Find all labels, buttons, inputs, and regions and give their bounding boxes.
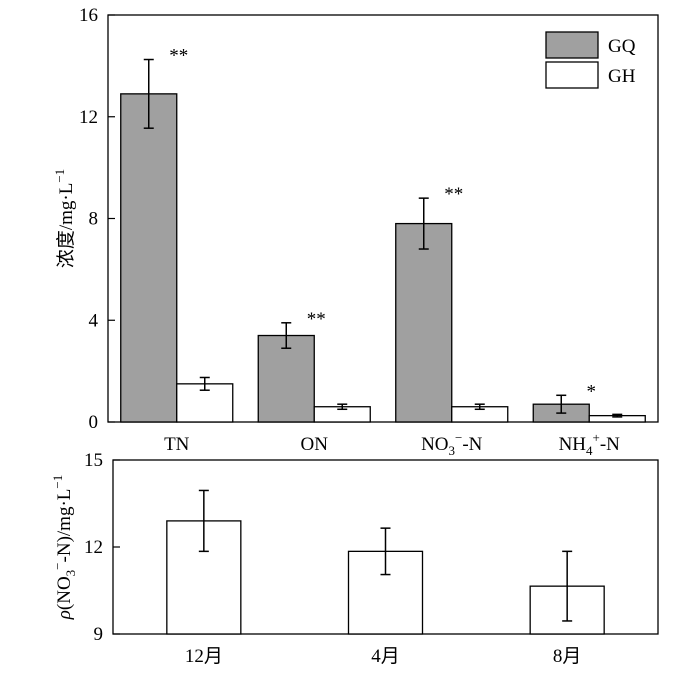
y-axis-label-sub: 3 [63,570,78,577]
x-tick-label: 8月 [553,646,582,667]
y-tick-label: 0 [89,412,99,433]
significance-label: ** [307,309,326,330]
y-tick-label: 15 [84,450,103,471]
legend-label: GQ [608,36,636,57]
x-tick-label: ON [301,434,329,455]
y-axis-label-rho: ρ [54,610,75,620]
y-tick-label: 4 [89,310,99,331]
x-tick-base: ON [301,434,329,455]
bar-GQ [257,334,315,423]
bottom-chart: 9 12 15 12月 4月 8月 ρ(NO3−-N)/mg·L−1 [50,450,659,667]
top-chart: 0481216TN**ON**NO3−-N**NH4+-N*浓度/mg·L−1G… [52,5,659,458]
bar-GQ [395,222,453,423]
x-tick-tail: -N [462,434,482,455]
y-axis-label-text2: -N)/mg·L [54,489,75,563]
y-axis-label-sup2: −1 [50,475,65,489]
y-axis-label-text: (NO [54,576,75,610]
x-tick-label: NO3−-N [421,430,483,458]
y-axis-label-sup: −1 [52,169,67,183]
significance-label: * [587,381,597,402]
y-axis-label-sup: − [50,562,65,569]
y-tick-label: 9 [94,624,104,645]
x-tick-label: TN [164,434,190,455]
significance-label: ** [169,46,188,67]
legend-swatch-GQ [545,31,599,59]
x-tick-tail: -N [600,434,620,455]
x-tick-label: 4月 [371,646,400,667]
x-tick-label: NH4+-N [559,430,621,458]
x-tick-base: TN [164,434,190,455]
x-tick-sub: 4 [586,443,593,458]
y-axis-label: ρ(NO3−-N)/mg·L−1 [50,475,78,620]
y-tick-label: 8 [89,209,99,230]
y-axis-label: 浓度/mg·L−1 [52,169,77,268]
bar-GQ [120,93,178,423]
x-tick-label: 12月 [185,646,223,667]
x-tick-sup: + [593,430,600,445]
y-axis-label-text: 浓度/mg·L [55,183,77,269]
x-tick-base: NO [421,434,448,455]
x-tick-sub: 3 [449,443,456,458]
y-tick-label: 12 [79,107,98,128]
y-tick-label: 16 [79,5,98,26]
legend-swatch-GH [545,61,599,89]
significance-label: ** [444,184,463,205]
y-tick-label: 12 [84,537,103,558]
x-tick-sup: − [455,430,462,445]
x-tick-base: NH [559,434,587,455]
legend-label: GH [608,66,636,87]
